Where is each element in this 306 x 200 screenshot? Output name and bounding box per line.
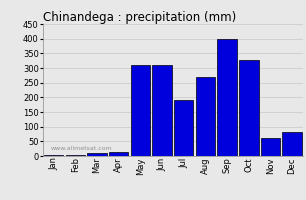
Bar bbox=[217, 39, 237, 156]
Bar bbox=[152, 65, 172, 156]
Bar bbox=[261, 138, 280, 156]
Bar bbox=[196, 77, 215, 156]
Bar bbox=[87, 153, 107, 156]
Bar bbox=[282, 132, 302, 156]
Bar bbox=[174, 100, 193, 156]
Bar bbox=[239, 60, 259, 156]
Bar bbox=[65, 155, 85, 156]
Text: www.allmetsat.com: www.allmetsat.com bbox=[51, 146, 112, 151]
Bar bbox=[44, 155, 63, 156]
Bar bbox=[109, 152, 129, 156]
Bar bbox=[131, 65, 150, 156]
Text: Chinandega : precipitation (mm): Chinandega : precipitation (mm) bbox=[43, 11, 236, 24]
